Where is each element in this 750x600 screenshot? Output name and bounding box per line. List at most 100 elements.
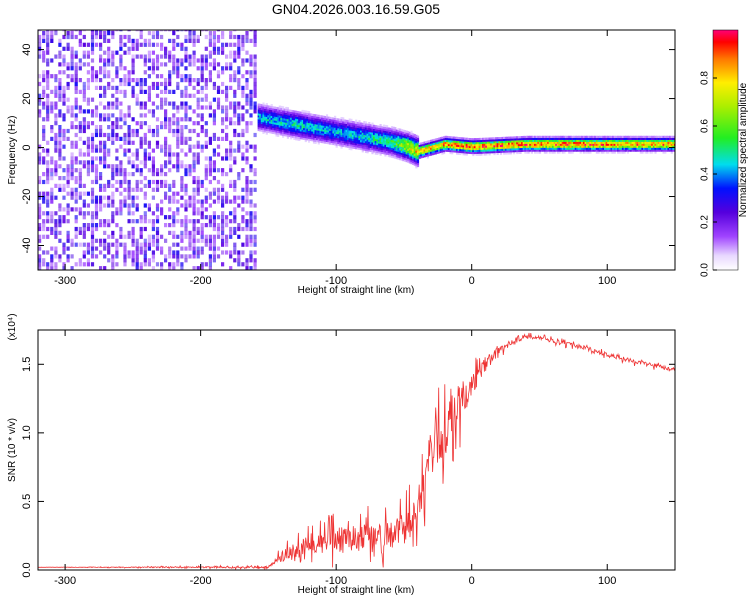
spectrogram-cell <box>504 136 507 139</box>
spectrogram-cell <box>42 172 46 177</box>
spectrogram-cell <box>379 124 382 127</box>
spectrogram-cell <box>473 140 477 143</box>
spectrogram-cell <box>293 114 296 117</box>
spectrogram-cell <box>327 140 330 143</box>
spectrogram-cell <box>360 134 363 137</box>
spectrogram-cell <box>282 112 285 115</box>
spectrogram-cell <box>535 151 538 154</box>
spectrogram-cell <box>62 101 66 106</box>
spectrogram-cell <box>62 97 66 102</box>
spectrogram-cell <box>229 254 233 259</box>
spectrogram-cell <box>42 160 46 165</box>
spectrogram-cell <box>283 130 286 133</box>
spectrogram-cell <box>94 31 99 36</box>
spectrogram-cell <box>172 117 176 122</box>
spectrogram-cell <box>374 127 377 130</box>
spectrogram-cell <box>90 156 95 161</box>
spectrogram-cell <box>332 127 335 130</box>
spectrogram-cell <box>270 119 273 122</box>
spectrogram-cell <box>416 157 420 160</box>
spectrogram-cell <box>441 138 444 141</box>
spectrogram-cell <box>607 151 610 154</box>
spectrogram-cell <box>308 115 311 118</box>
spectrogram-cell <box>464 147 467 150</box>
spectrogram-cell <box>249 234 253 239</box>
spectrogram-cell <box>99 54 103 59</box>
spectrogram-cell <box>123 168 127 173</box>
spectrogram-cell <box>123 187 127 192</box>
spectrogram-cell <box>308 118 311 122</box>
spectrogram-cell <box>50 258 54 263</box>
spectrogram-cell <box>443 146 446 149</box>
spectrogram-cell <box>361 144 364 147</box>
spectrogram-cell <box>501 136 504 140</box>
spectrogram-cell <box>475 138 478 141</box>
spectrogram-cell <box>208 78 212 83</box>
spectrogram-cell <box>90 66 95 71</box>
spectrogram-cell <box>216 223 221 228</box>
spectrogram-cell <box>135 254 139 259</box>
spectrogram-cell <box>535 147 538 150</box>
spectrogram-cell <box>335 145 338 148</box>
spectrogram-cell <box>127 156 131 161</box>
spectrogram-cell <box>374 140 377 143</box>
spectrogram-cell <box>225 113 229 118</box>
spectrogram-cell <box>475 140 478 143</box>
spectrogram-cell <box>470 146 473 149</box>
spectrogram-cell <box>335 139 338 142</box>
spectrogram-cell <box>392 130 395 133</box>
spectrogram-cell <box>519 140 522 143</box>
spectrogram-cell <box>405 142 408 145</box>
spectrogram-cell <box>542 149 545 152</box>
spectrogram-cell <box>325 132 329 135</box>
spectrogram-cell <box>438 143 441 146</box>
spectrogram-cell <box>561 141 564 144</box>
spectrogram-cell <box>278 133 281 136</box>
spectrogram-cell <box>342 121 345 124</box>
spectrogram-cell <box>204 46 208 51</box>
spectrogram-cell <box>542 147 545 150</box>
spectrogram-cell <box>282 127 285 130</box>
spectrogram-cell <box>306 110 309 113</box>
spectrogram-cell <box>50 266 54 270</box>
spectrogram-cell <box>438 137 441 140</box>
spectrogram-cell <box>237 258 241 263</box>
spectrogram-cell <box>70 172 74 177</box>
spectrogram-cell <box>470 144 473 147</box>
spectrogram-cell <box>139 226 143 232</box>
spectrogram-cell <box>62 168 66 173</box>
spectrogram-cell <box>151 223 155 228</box>
spectrogram-cell <box>86 78 90 83</box>
spectrogram-cell <box>94 172 99 177</box>
spectrogram-cell <box>62 242 66 247</box>
spectrogram-cell <box>229 74 233 79</box>
spectrogram-cell <box>253 226 257 232</box>
spectrogram-cell <box>168 250 172 255</box>
spectrogram-cell <box>267 115 270 118</box>
spectrogram-cell <box>525 137 529 140</box>
spectrogram-cell <box>107 85 111 90</box>
spectrogram-cell <box>350 132 353 135</box>
spectrogram-cell <box>291 116 294 119</box>
spectrogram-cell <box>534 135 537 138</box>
spectrogram-cell <box>584 141 587 144</box>
spectrogram-cell <box>229 66 233 71</box>
spectrogram-cell <box>225 105 229 110</box>
spectrogram-cell <box>278 109 281 112</box>
spectrogram-cell <box>272 129 275 132</box>
spectrogram-cell <box>374 144 377 147</box>
spectrogram-cell <box>369 126 372 129</box>
spectrogram-cell <box>245 70 249 75</box>
spectrogram-cell <box>540 145 543 148</box>
spectrogram-cell <box>257 115 260 118</box>
spectrogram-cell <box>42 250 46 255</box>
spectrogram-cell <box>267 119 270 122</box>
spectrogram-cell <box>604 141 607 144</box>
spectrogram-cell <box>58 89 62 94</box>
spectrogram-cell <box>229 50 233 55</box>
spectrogram-cell <box>103 70 107 75</box>
spectrogram-cell <box>176 164 180 169</box>
spectrogram-cell <box>330 127 333 130</box>
spectrogram-cell <box>204 262 208 267</box>
spectrogram-cell <box>412 147 415 150</box>
